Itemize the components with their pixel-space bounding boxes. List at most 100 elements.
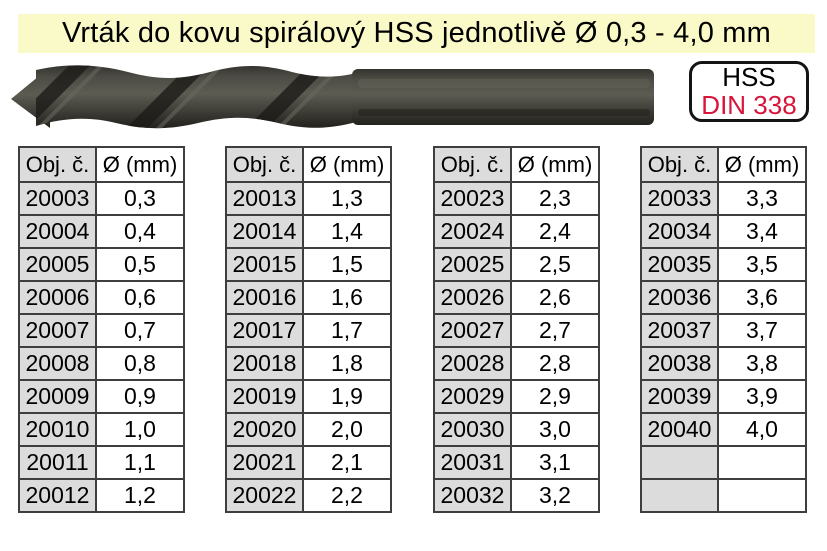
- cell-diameter: 1,3: [302, 181, 392, 216]
- col-header-diameter: Ø (mm): [95, 146, 185, 183]
- col-header-diameter: Ø (mm): [510, 146, 600, 183]
- cell-obj-number: 20004: [18, 214, 97, 249]
- cell-diameter: 2,2: [302, 478, 392, 513]
- table-row: 20024 2,4: [433, 214, 600, 249]
- table-row: 20006 0,6: [18, 280, 185, 315]
- cell-diameter: [717, 478, 807, 513]
- cell-obj-number: 20023: [433, 181, 512, 216]
- cell-obj-number: 20012: [18, 478, 97, 513]
- header-row: Obj. č. Ø (mm): [433, 146, 600, 183]
- cell-diameter: 3,5: [717, 247, 807, 282]
- cell-obj-number: 20011: [18, 445, 97, 480]
- cell-diameter: 2,9: [510, 379, 600, 414]
- cell-diameter: 1,8: [302, 346, 392, 381]
- order-table-4: Obj. č. Ø (mm) 20033 3,3 20034 3,4 20035 3,5 200…: [640, 146, 807, 513]
- hss-din-badge: HSS DIN 338: [689, 61, 809, 122]
- cell-diameter: 0,9: [95, 379, 185, 414]
- table-row: 20028 2,8: [433, 346, 600, 381]
- cell-diameter: 0,4: [95, 214, 185, 249]
- table-row: 20023 2,3: [433, 181, 600, 216]
- table-row: 20039 3,9: [640, 379, 807, 414]
- cell-obj-number: 20027: [433, 313, 512, 348]
- cell-obj-number: 20038: [640, 346, 719, 381]
- col-header-diameter: Ø (mm): [717, 146, 807, 183]
- cell-diameter: 3,0: [510, 412, 600, 447]
- cell-obj-number: 20040: [640, 412, 719, 447]
- col-header-obj-number: Obj. č.: [18, 146, 97, 183]
- table-row: 20040 4,0: [640, 412, 807, 447]
- cell-diameter: 1,6: [302, 280, 392, 315]
- drill-bit-image: [11, 65, 654, 129]
- cell-obj-number: 20010: [18, 412, 97, 447]
- cell-obj-number: 20039: [640, 379, 719, 414]
- page-title: Vrták do kovu spirálový HSS jednotlivě Ø…: [61, 17, 772, 49]
- table-row: 20014 1,4: [225, 214, 392, 249]
- table-row: 20022 2,2: [225, 478, 392, 513]
- table-row: 20018 1,8: [225, 346, 392, 381]
- cell-diameter: [717, 445, 807, 480]
- table-row: 20016 1,6: [225, 280, 392, 315]
- table-row: 20036 3,6: [640, 280, 807, 315]
- cell-obj-number: 20026: [433, 280, 512, 315]
- cell-diameter: 2,0: [302, 412, 392, 447]
- cell-obj-number: 20016: [225, 280, 304, 315]
- cell-diameter: 0,8: [95, 346, 185, 381]
- cell-obj-number: 20014: [225, 214, 304, 249]
- header-row: Obj. č. Ø (mm): [18, 146, 185, 183]
- cell-obj-number: 20005: [18, 247, 97, 282]
- table-row: 20021 2,1: [225, 445, 392, 480]
- cell-diameter: 1,1: [95, 445, 185, 480]
- table-row: 20032 3,2: [433, 478, 600, 513]
- cell-diameter: 2,5: [510, 247, 600, 282]
- cell-obj-number: 20007: [18, 313, 97, 348]
- cell-obj-number: 20028: [433, 346, 512, 381]
- table-row: 20005 0,5: [18, 247, 185, 282]
- cell-obj-number: 20029: [433, 379, 512, 414]
- cell-obj-number: 20032: [433, 478, 512, 513]
- order-table-2: Obj. č. Ø (mm) 20013 1,3 20014 1,4 20015 1,5 200…: [225, 146, 392, 513]
- col-header-obj-number: Obj. č.: [225, 146, 304, 183]
- table-row: 20026 2,6: [433, 280, 600, 315]
- cell-obj-number: [640, 478, 719, 513]
- cell-diameter: 3,6: [717, 280, 807, 315]
- cell-diameter: 2,4: [510, 214, 600, 249]
- cell-obj-number: 20036: [640, 280, 719, 315]
- cell-obj-number: 20024: [433, 214, 512, 249]
- table-row: 20038 3,8: [640, 346, 807, 381]
- cell-obj-number: 20020: [225, 412, 304, 447]
- cell-obj-number: [640, 445, 719, 480]
- table-row: 20037 3,7: [640, 313, 807, 348]
- table-row: [640, 445, 807, 480]
- table-row: 20027 2,7: [433, 313, 600, 348]
- table-row: [640, 478, 807, 513]
- cell-obj-number: 20031: [433, 445, 512, 480]
- table-row: 20031 3,1: [433, 445, 600, 480]
- cell-obj-number: 20013: [225, 181, 304, 216]
- cell-diameter: 1,4: [302, 214, 392, 249]
- cell-obj-number: 20037: [640, 313, 719, 348]
- cell-diameter: 2,8: [510, 346, 600, 381]
- cell-obj-number: 20015: [225, 247, 304, 282]
- cell-obj-number: 20017: [225, 313, 304, 348]
- table-row: 20017 1,7: [225, 313, 392, 348]
- cell-diameter: 3,2: [510, 478, 600, 513]
- table-row: 20020 2,0: [225, 412, 392, 447]
- cell-obj-number: 20006: [18, 280, 97, 315]
- table-row: 20007 0,7: [18, 313, 185, 348]
- cell-diameter: 3,1: [510, 445, 600, 480]
- table-row: 20011 1,1: [18, 445, 185, 480]
- table-row: 20035 3,5: [640, 247, 807, 282]
- cell-obj-number: 20030: [433, 412, 512, 447]
- col-header-obj-number: Obj. č.: [640, 146, 719, 183]
- order-table-3: Obj. č. Ø (mm) 20023 2,3 20024 2,4 20025 2,5 200…: [433, 146, 600, 513]
- cell-diameter: 3,9: [717, 379, 807, 414]
- cell-obj-number: 20034: [640, 214, 719, 249]
- drill-shank: [352, 69, 654, 125]
- cell-obj-number: 20033: [640, 181, 719, 216]
- table-row: 20008 0,8: [18, 346, 185, 381]
- order-table-1: Obj. č. Ø (mm) 20003 0,3 20004 0,4 20005 0,5 200…: [18, 146, 185, 513]
- order-tables: Obj. č. Ø (mm) 20003 0,3 20004 0,4 20005 0,5 200…: [0, 146, 827, 541]
- badge-din-label: DIN 338: [701, 89, 797, 120]
- cell-diameter: 1,7: [302, 313, 392, 348]
